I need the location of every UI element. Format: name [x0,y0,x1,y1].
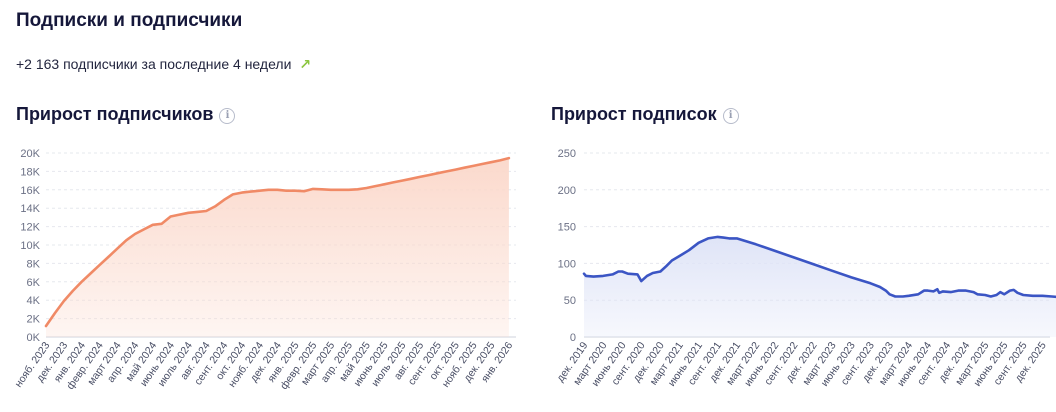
chart-title-subscriptions: Прирост подписок i [551,104,739,125]
y-tick-label: 150 [558,222,576,234]
series-line [582,235,1056,299]
arrow-up-right-icon: ↗ [299,56,312,72]
y-tick-label: 4K [27,295,41,307]
series-area [46,158,509,337]
info-icon[interactable]: i [219,108,236,124]
y-tick-label: 12K [20,222,40,234]
info-icon[interactable]: i [722,108,739,124]
y-tick-label: 18K [20,166,40,178]
subscribers-summary: +2 163 подписчики за последние 4 недели ↗ [16,56,311,73]
summary-text: +2 163 подписчики за последние 4 недели [16,56,292,72]
chart-title-text: Прирост подписок [551,104,717,124]
series-line [44,156,511,328]
y-tick-label: 0 [570,332,576,344]
y-tick-label: 0K [27,332,41,344]
chart-title-subscribers: Прирост подписчиков i [16,104,236,125]
y-tick-label: 250 [558,148,576,160]
chart-title-text: Прирост подписчиков [16,104,214,124]
y-tick-label: 20K [20,148,40,160]
y-tick-label: 10K [20,240,40,252]
y-tick-label: 2K [27,314,41,326]
y-tick-label: 8K [27,258,41,270]
section-title: Подписки и подписчики [16,10,243,31]
series-area [584,236,1056,337]
y-tick-label: 100 [558,258,576,270]
y-tick-label: 16K [20,185,40,197]
y-tick-label: 200 [558,185,576,197]
y-tick-label: 50 [564,295,576,307]
y-tick-label: 14K [20,203,40,215]
y-tick-label: 6K [27,277,41,289]
